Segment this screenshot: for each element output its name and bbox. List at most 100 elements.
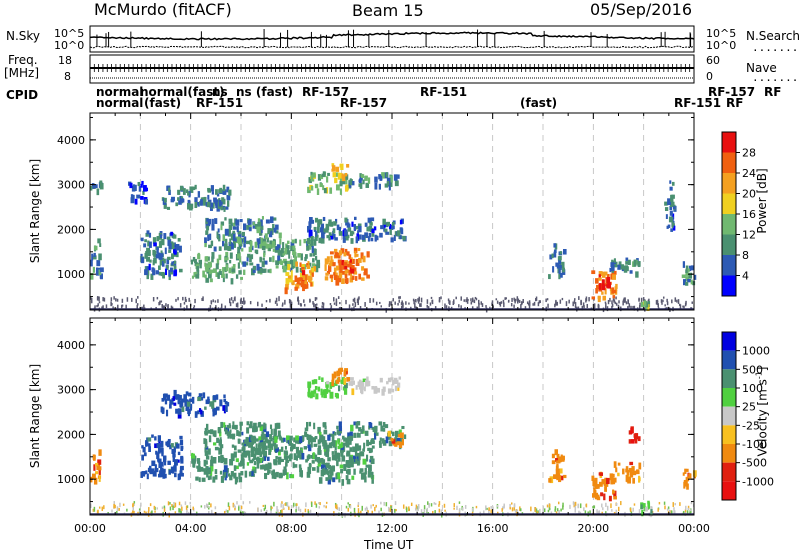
noise-pixel <box>186 505 189 508</box>
range-cell <box>327 457 331 462</box>
noise-pixel <box>430 503 433 507</box>
range-cell <box>344 229 348 236</box>
range-cell <box>340 451 344 457</box>
range-cell <box>228 218 233 225</box>
range-cell <box>668 216 673 223</box>
noise-pixel <box>126 297 129 302</box>
noise-pixel <box>240 297 242 303</box>
range-cell <box>341 479 345 486</box>
range-cell <box>207 396 210 404</box>
noise-pixel <box>175 298 177 302</box>
range-cell <box>208 244 212 249</box>
range-cell <box>291 239 295 244</box>
noise-pixel <box>588 297 590 302</box>
range-cell <box>204 237 207 244</box>
noise-pixel <box>357 502 360 506</box>
noise-pixel <box>502 299 505 304</box>
noise-pixel <box>662 296 665 299</box>
range-cell <box>256 457 261 464</box>
range-cell <box>391 431 395 437</box>
noise-pixel <box>179 508 181 513</box>
range-cell <box>199 466 204 472</box>
range-cell <box>212 442 217 446</box>
range-cell <box>212 411 215 417</box>
noise-pixel <box>204 505 206 509</box>
noise-pixel <box>220 303 223 309</box>
noise-pixel <box>395 509 397 512</box>
range-cell <box>205 230 209 235</box>
range-cell <box>303 446 308 450</box>
range-cell <box>262 238 267 243</box>
range-cell <box>220 454 224 461</box>
noise-pixel <box>299 508 302 513</box>
noise-pixel <box>538 300 541 304</box>
range-cell <box>163 233 167 240</box>
range-cell <box>224 217 227 221</box>
range-cell <box>325 223 330 231</box>
range-cell <box>317 386 321 392</box>
range-cell <box>397 230 401 237</box>
noise-pixel <box>573 298 576 301</box>
range-cell <box>317 439 321 445</box>
noise-pixel <box>122 503 125 506</box>
range-cell <box>357 230 360 234</box>
noise-pixel <box>120 304 123 309</box>
range-cell <box>191 453 195 459</box>
noise-pixel <box>398 296 400 299</box>
range-cell <box>382 218 386 225</box>
noise-pixel <box>202 296 204 302</box>
range-cell <box>282 258 287 264</box>
range-cell <box>560 272 563 278</box>
range-cell <box>643 300 647 307</box>
noise-pixel <box>352 303 354 306</box>
range-cell <box>223 471 227 476</box>
range-cell <box>329 469 332 474</box>
range-cell <box>332 262 336 267</box>
noise-pixel <box>322 302 325 306</box>
range-cell <box>363 442 366 449</box>
range-cell <box>307 386 311 393</box>
range-cell <box>380 225 384 230</box>
range-cell <box>148 232 152 238</box>
range-cell <box>395 379 399 384</box>
colorbar-swatch <box>722 152 736 173</box>
range-cell <box>219 188 223 194</box>
range-cell <box>145 470 148 475</box>
range-cell <box>276 244 281 249</box>
range-cell <box>330 442 333 446</box>
range-cell <box>163 197 167 203</box>
range-cell <box>364 232 368 238</box>
range-cell <box>321 436 325 441</box>
range-cell <box>354 449 358 457</box>
noise-pixel <box>558 510 560 515</box>
range-cell <box>217 427 221 434</box>
range-cell <box>354 250 357 258</box>
range-cell <box>207 199 212 203</box>
range-cell <box>641 509 644 517</box>
noise-pixel <box>520 508 522 512</box>
range-cell <box>342 264 346 270</box>
range-cell <box>336 429 340 435</box>
range-cell <box>381 438 385 444</box>
range-cell <box>332 441 336 448</box>
range-cell <box>353 421 358 426</box>
range-cell <box>213 197 217 202</box>
noise-pixel <box>660 299 663 303</box>
range-cell <box>147 443 151 447</box>
range-cell <box>561 261 565 269</box>
range-cell <box>173 394 178 400</box>
ytick-label: 4000 <box>57 339 85 352</box>
noise-pixel <box>453 507 455 510</box>
range-cell <box>238 270 242 275</box>
range-cell <box>250 240 253 248</box>
noise-pixel <box>170 305 173 310</box>
range-cell <box>334 272 338 278</box>
colorbar-swatch <box>722 173 736 194</box>
range-cell <box>335 184 340 191</box>
range-cell <box>215 204 218 209</box>
range-cell <box>277 255 281 260</box>
range-cell <box>556 460 559 464</box>
range-cell <box>688 265 692 272</box>
noise-pixel <box>657 303 660 308</box>
noise-pixel <box>114 504 116 509</box>
